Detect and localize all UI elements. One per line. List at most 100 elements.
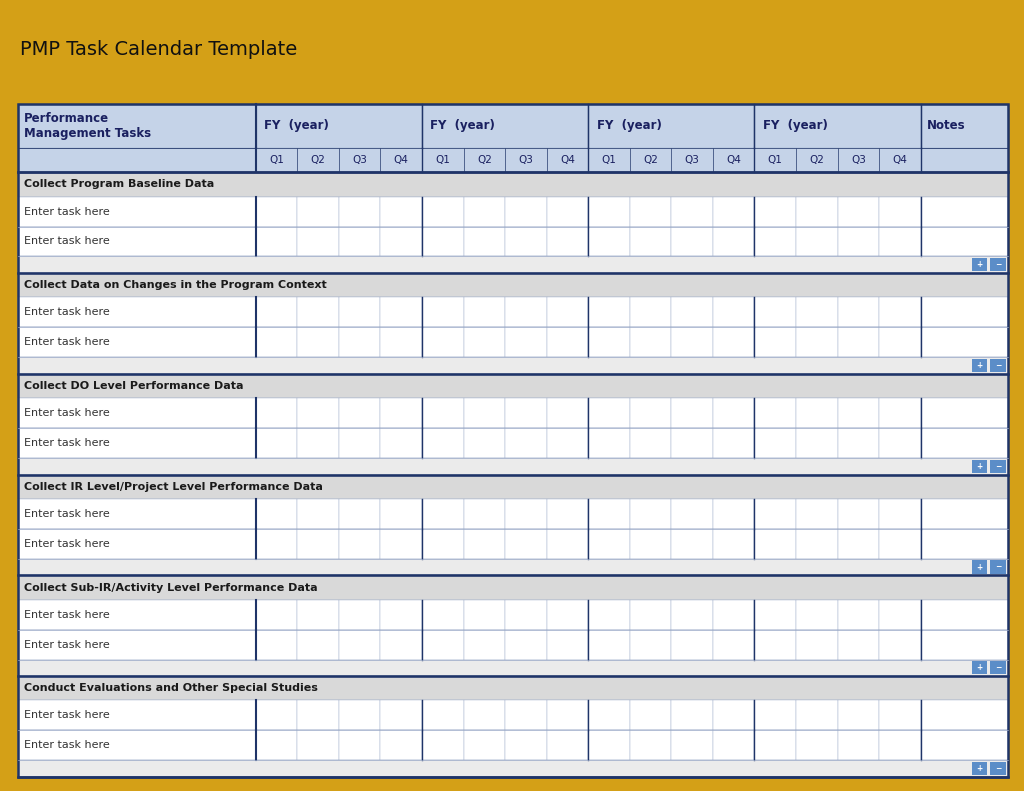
Bar [464, 630, 505, 660]
Bar [755, 226, 796, 256]
Bar [972, 258, 987, 271]
Bar [18, 558, 1008, 575]
Bar [339, 148, 381, 172]
Text: Q3: Q3 [518, 155, 534, 165]
Bar [880, 398, 921, 428]
Text: Q4: Q4 [560, 155, 574, 165]
Bar [18, 676, 1008, 701]
Text: PMP Task Calendar Template: PMP Task Calendar Template [20, 40, 298, 59]
Bar [18, 600, 256, 630]
Text: Collect Sub-IR/Activity Level Performance Data: Collect Sub-IR/Activity Level Performanc… [25, 582, 317, 592]
Bar [422, 327, 464, 358]
Bar [18, 104, 1008, 777]
Bar [880, 630, 921, 660]
Text: FY  (year): FY (year) [597, 119, 662, 132]
Bar [588, 630, 630, 660]
Text: Enter task here: Enter task here [25, 408, 110, 418]
Bar [755, 327, 796, 358]
Text: Enter task here: Enter task here [25, 206, 110, 217]
Bar [588, 104, 755, 148]
Bar [672, 499, 713, 529]
Bar [464, 600, 505, 630]
Bar [755, 398, 796, 428]
Bar [339, 398, 381, 428]
Bar [630, 428, 672, 458]
Bar [972, 661, 987, 675]
Bar [972, 560, 987, 573]
Bar [921, 327, 1008, 358]
Bar [880, 197, 921, 226]
Bar [880, 600, 921, 630]
Bar [505, 701, 547, 730]
Bar [339, 226, 381, 256]
Bar [505, 297, 547, 327]
Bar [838, 600, 880, 630]
Bar [256, 730, 297, 760]
Bar [796, 600, 838, 630]
Bar [18, 529, 256, 558]
Bar [547, 499, 588, 529]
Text: +: + [976, 462, 983, 471]
Bar [672, 297, 713, 327]
Bar [755, 600, 796, 630]
Bar [381, 197, 422, 226]
Bar [18, 327, 1008, 358]
Bar [713, 148, 755, 172]
Bar [422, 630, 464, 660]
Bar [256, 499, 297, 529]
Bar [297, 428, 339, 458]
Bar [713, 297, 755, 327]
Bar [505, 428, 547, 458]
Bar [505, 148, 547, 172]
Text: Q4: Q4 [893, 155, 907, 165]
Bar [547, 428, 588, 458]
Bar [838, 428, 880, 458]
Bar [547, 148, 588, 172]
Bar [630, 226, 672, 256]
Bar [672, 226, 713, 256]
Bar [755, 104, 921, 148]
Bar [588, 148, 630, 172]
Bar [422, 428, 464, 458]
Bar [381, 148, 422, 172]
Bar [713, 630, 755, 660]
Bar [18, 499, 1008, 529]
Text: FY  (year): FY (year) [763, 119, 827, 132]
Text: FY  (year): FY (year) [264, 119, 329, 132]
Bar [672, 428, 713, 458]
Bar [588, 398, 630, 428]
Bar [630, 499, 672, 529]
Bar [838, 701, 880, 730]
Text: +: + [976, 260, 983, 269]
Bar [921, 398, 1008, 428]
Bar [18, 529, 1008, 558]
Bar [713, 730, 755, 760]
Text: Enter task here: Enter task here [25, 740, 110, 751]
Bar [880, 529, 921, 558]
Bar [422, 148, 464, 172]
Bar [381, 600, 422, 630]
Bar [297, 600, 339, 630]
Bar [297, 499, 339, 529]
Bar [990, 258, 1006, 271]
Bar [755, 701, 796, 730]
Bar [381, 226, 422, 256]
Bar [672, 529, 713, 558]
Bar [18, 458, 1008, 475]
Bar [18, 327, 256, 358]
Bar [422, 701, 464, 730]
Bar [838, 630, 880, 660]
Bar [18, 398, 256, 428]
Bar [505, 529, 547, 558]
Bar [713, 499, 755, 529]
Bar [755, 499, 796, 529]
Bar [713, 529, 755, 558]
Bar [588, 428, 630, 458]
Bar [381, 428, 422, 458]
Text: Q2: Q2 [477, 155, 492, 165]
Bar [505, 327, 547, 358]
Bar [588, 499, 630, 529]
Bar [921, 297, 1008, 327]
Bar [297, 148, 339, 172]
Bar [464, 701, 505, 730]
